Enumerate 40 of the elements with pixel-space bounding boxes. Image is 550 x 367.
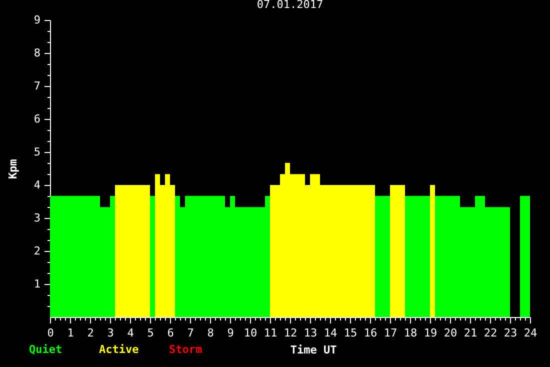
x-tick-label: 7: [187, 326, 194, 340]
x-tick-label: 22: [484, 326, 498, 340]
text: Storm: [169, 343, 202, 356]
y-tick-label: 3: [34, 212, 40, 224]
x-tick-label: 12: [284, 326, 298, 340]
chart-title: 07.01.2017: [256, 0, 324, 11]
y-tick-label: 5: [34, 146, 40, 158]
y-tick-label: 7: [34, 80, 40, 92]
y-tick-label: 9: [34, 14, 40, 26]
x-tick-label: 14: [324, 326, 338, 340]
x-tick-label: 0: [47, 326, 54, 340]
x-tick-label: 9: [227, 326, 234, 340]
x-tick-label: 11: [264, 326, 278, 340]
text: Active: [99, 343, 140, 356]
x-tick-label: 2: [87, 326, 94, 340]
x-tick-label: 15: [344, 326, 358, 340]
y-axis-title: Kpm: [6, 158, 20, 179]
y-tick-label: 4: [34, 178, 41, 192]
y-tick-label: 8: [34, 46, 40, 60]
x-tick-label: 4: [127, 326, 134, 340]
x-tick-label: 23: [504, 326, 518, 340]
x-tick-label: 19: [424, 326, 438, 340]
x-tick-label: 3: [107, 326, 114, 340]
x-tick-label: 5: [147, 326, 154, 340]
x-tick-label: 8: [207, 326, 214, 340]
x-tick-label: 6: [167, 326, 174, 340]
text: Quiet: [29, 343, 62, 356]
x-tick-label: 10: [244, 326, 258, 340]
x-tick-label: 21: [464, 326, 478, 340]
y-tick-label: 6: [34, 112, 40, 126]
x-tick-label: 17: [384, 326, 398, 340]
x-tick-label: 1: [67, 326, 74, 340]
x-tick-label: 13: [304, 326, 318, 340]
x-axis-title: Time UT: [290, 344, 338, 356]
x-tick-label: 18: [404, 326, 418, 340]
x-tick-label: 16: [364, 326, 378, 340]
y-tick-label: 2: [34, 244, 40, 258]
x-tick-label: 20: [444, 326, 458, 340]
x-tick-label: 24: [524, 326, 538, 340]
y-tick-label: 1: [34, 278, 40, 290]
